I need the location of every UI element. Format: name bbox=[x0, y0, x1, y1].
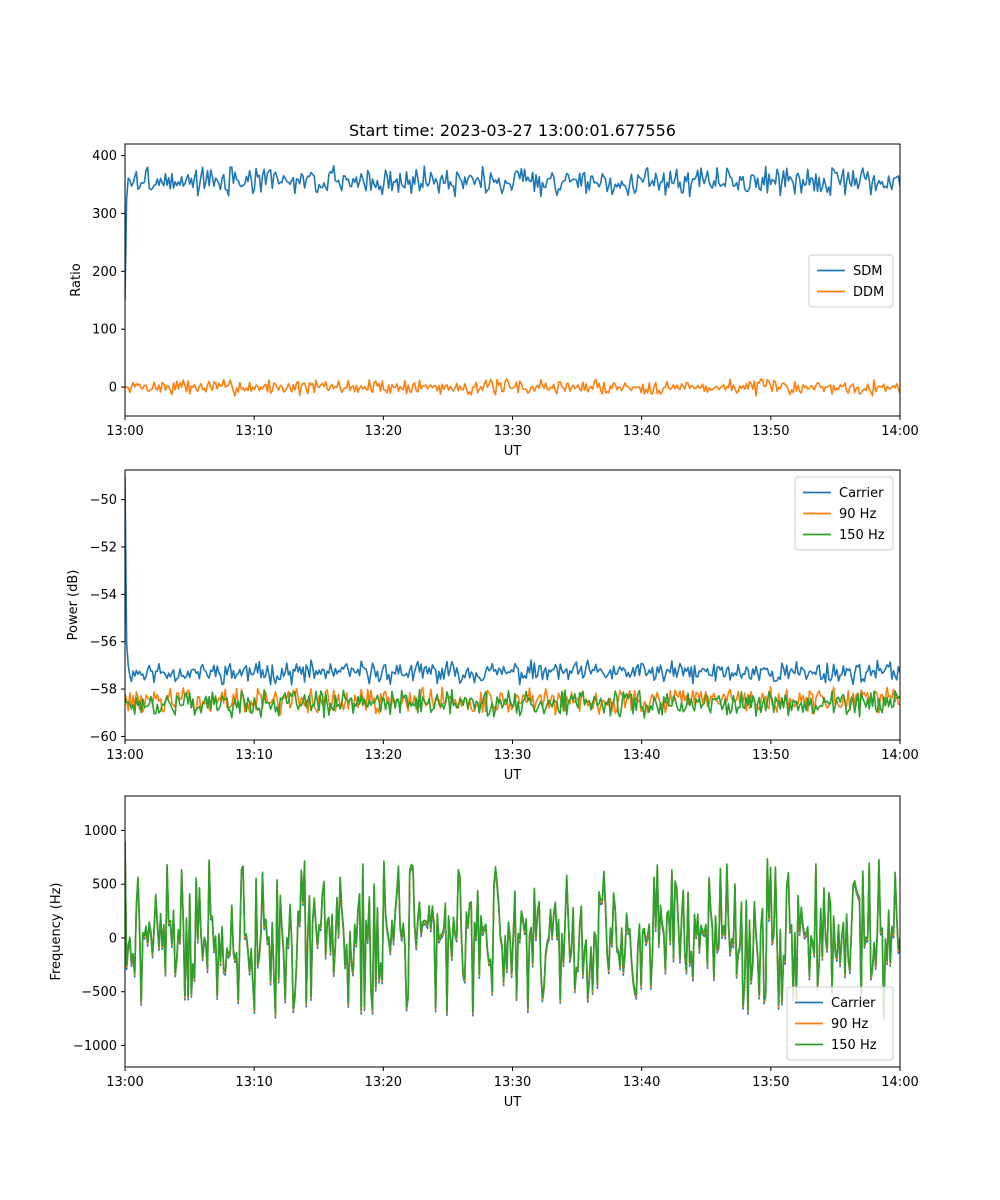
legend-label: Carrier bbox=[831, 996, 876, 1011]
y-tick-label: −500 bbox=[81, 985, 117, 1000]
x-tick-label: 13:30 bbox=[494, 424, 531, 439]
legend-box bbox=[794, 476, 894, 551]
y-tick-label: 0 bbox=[109, 381, 117, 396]
x-axis-label: UT bbox=[504, 768, 522, 783]
plot-area bbox=[125, 841, 900, 1021]
x-tick-label: 14:00 bbox=[881, 424, 918, 439]
x-tick-label: 13:20 bbox=[365, 1075, 402, 1090]
legend-label: 90 Hz bbox=[831, 1017, 868, 1032]
x-tick-label: 13:30 bbox=[494, 748, 531, 763]
y-tick-label: 100 bbox=[92, 323, 117, 338]
series-line-sdm bbox=[125, 164, 900, 301]
plot-area bbox=[125, 164, 900, 397]
legend-label: SDM bbox=[853, 264, 882, 279]
x-axis-label: UT bbox=[504, 1095, 522, 1110]
x-tick-label: 14:00 bbox=[881, 1075, 918, 1090]
x-axis-label: UT bbox=[504, 444, 522, 459]
legend: SDM DDM bbox=[808, 254, 894, 308]
x-tick-label: 13:50 bbox=[752, 424, 789, 439]
x-tick-label: 13:20 bbox=[365, 748, 402, 763]
y-tick-label: 300 bbox=[92, 207, 117, 222]
y-tick-label: −54 bbox=[90, 588, 117, 603]
x-tick-label: 13:50 bbox=[752, 1075, 789, 1090]
legend: Carrier 90 Hz 150 Hz bbox=[794, 476, 894, 551]
y-tick-label: −56 bbox=[90, 635, 117, 650]
y-tick-label: 1000 bbox=[84, 824, 117, 839]
y-axis-label: Frequency (Hz) bbox=[49, 882, 64, 980]
plot-area bbox=[125, 475, 900, 719]
axes-frame bbox=[124, 795, 901, 1068]
x-tick-label: 13:40 bbox=[623, 748, 660, 763]
panel-2: 13:00 13:10 13:20 13:30 13:40 13:50 14:00 −60 −5… bbox=[66, 469, 919, 783]
x-tick-label: 13:40 bbox=[623, 1075, 660, 1090]
legend-label: 150 Hz bbox=[839, 528, 885, 543]
x-tick-label: 13:20 bbox=[365, 424, 402, 439]
y-axis-label: Power (dB) bbox=[66, 570, 81, 641]
legend-box bbox=[808, 254, 894, 308]
figure-title: Start time: 2023-03-27 13:00:01.677556 bbox=[349, 121, 676, 140]
legend-label: 150 Hz bbox=[831, 1038, 877, 1053]
y-tick-label: −1000 bbox=[73, 1039, 117, 1054]
y-axis-label: Ratio bbox=[69, 263, 84, 296]
legend: Carrier 90 Hz 150 Hz bbox=[786, 986, 894, 1061]
panel-1: 13:00 13:10 13:20 13:30 13:40 13:50 14:00 0 100 2… bbox=[69, 143, 919, 459]
y-tick-label: −58 bbox=[90, 683, 117, 698]
x-tick-label: 13:00 bbox=[106, 748, 143, 763]
x-tick-label: 13:10 bbox=[235, 424, 272, 439]
y-tick-label: 400 bbox=[92, 149, 117, 164]
y-tick-label: 0 bbox=[109, 931, 117, 946]
panel-3: 13:00 13:10 13:20 13:30 13:40 13:50 14:00 −1000… bbox=[49, 795, 919, 1110]
series-line-carrier bbox=[125, 475, 900, 686]
x-tick-label: 13:40 bbox=[623, 424, 660, 439]
x-tick-label: 14:00 bbox=[881, 748, 918, 763]
y-tick-label: 200 bbox=[92, 265, 117, 280]
y-tick-label: −50 bbox=[90, 493, 117, 508]
x-tick-label: 13:10 bbox=[235, 748, 272, 763]
y-tick-label: −52 bbox=[90, 540, 117, 555]
series-line-150-hz bbox=[125, 688, 900, 719]
x-tick-label: 13:50 bbox=[752, 748, 789, 763]
legend-label: 90 Hz bbox=[839, 507, 876, 522]
legend-label: DDM bbox=[853, 285, 884, 300]
y-tick-label: −60 bbox=[90, 730, 117, 745]
x-tick-label: 13:00 bbox=[106, 424, 143, 439]
series-line-ddm bbox=[125, 378, 900, 397]
x-tick-label: 13:00 bbox=[106, 1075, 143, 1090]
x-tick-label: 13:10 bbox=[235, 1075, 272, 1090]
series-line-90-hz bbox=[125, 841, 900, 1019]
y-tick-label: 500 bbox=[92, 878, 117, 893]
legend-label: Carrier bbox=[839, 486, 884, 501]
legend-box bbox=[786, 986, 894, 1061]
series-line-150-hz bbox=[125, 841, 900, 1017]
x-tick-label: 13:30 bbox=[494, 1075, 531, 1090]
